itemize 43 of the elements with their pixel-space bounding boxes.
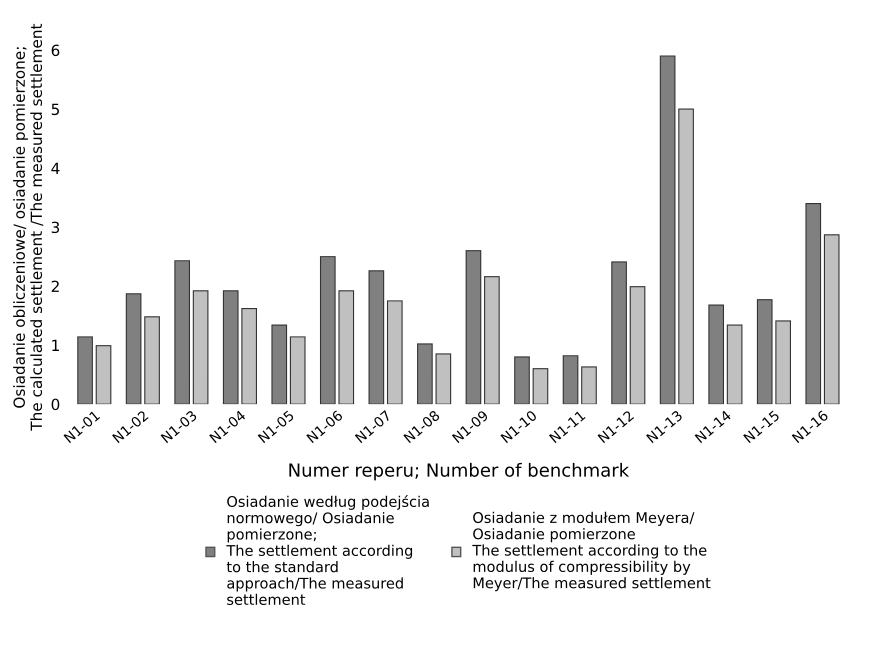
bar bbox=[436, 353, 452, 404]
bar bbox=[726, 324, 742, 404]
bar bbox=[484, 276, 500, 404]
bar bbox=[126, 293, 142, 404]
bar bbox=[96, 345, 112, 404]
bar bbox=[532, 368, 548, 404]
bar bbox=[611, 261, 627, 404]
bar bbox=[144, 316, 160, 404]
y-tick-label: 6 bbox=[52, 44, 60, 56]
bar bbox=[386, 300, 403, 404]
legend-label: Osiadanie z modułem Meyera/ Osiadanie pomierzone The settlement according to the modulus of compressibility by Meyer/The measured settlement bbox=[472, 512, 710, 592]
bar bbox=[466, 250, 482, 404]
bar bbox=[192, 290, 208, 404]
x-axis-title: Numer reperu; Number of benchmark bbox=[289, 462, 630, 480]
y-tick-label: 3 bbox=[52, 222, 60, 234]
bar bbox=[271, 324, 288, 404]
bar bbox=[222, 290, 239, 404]
y-tick-label: 1 bbox=[52, 340, 59, 351]
bar bbox=[756, 299, 773, 404]
bar bbox=[290, 336, 306, 404]
y-tick-label: 0 bbox=[52, 398, 60, 410]
bar bbox=[77, 336, 93, 404]
bar bbox=[581, 366, 597, 404]
bar bbox=[630, 286, 646, 404]
bar bbox=[805, 202, 822, 404]
y-tick-label: 4 bbox=[51, 162, 60, 174]
y-axis-title: Osiadanie obliczeniowe/ osiadanie pomierzone; The calculated settlement /The measured settlement bbox=[13, 24, 44, 431]
bar bbox=[514, 356, 530, 404]
bar bbox=[320, 256, 336, 404]
bar bbox=[174, 260, 190, 404]
bar bbox=[417, 343, 433, 404]
bar bbox=[660, 55, 676, 404]
bar bbox=[368, 270, 384, 404]
bar bbox=[824, 234, 840, 404]
y-tick-label: 2 bbox=[52, 280, 59, 292]
bar bbox=[678, 108, 694, 404]
bar bbox=[775, 320, 792, 404]
y-tick-label: 5 bbox=[52, 104, 59, 116]
bar bbox=[241, 308, 257, 404]
bar bbox=[562, 355, 578, 404]
bar bbox=[708, 304, 724, 404]
bar bbox=[338, 290, 354, 404]
legend-label: Osiadanie według podejścia normowego/ Osiadanie pomierzone; The settlement according to the standard approach/The measured settlement bbox=[226, 495, 429, 606]
